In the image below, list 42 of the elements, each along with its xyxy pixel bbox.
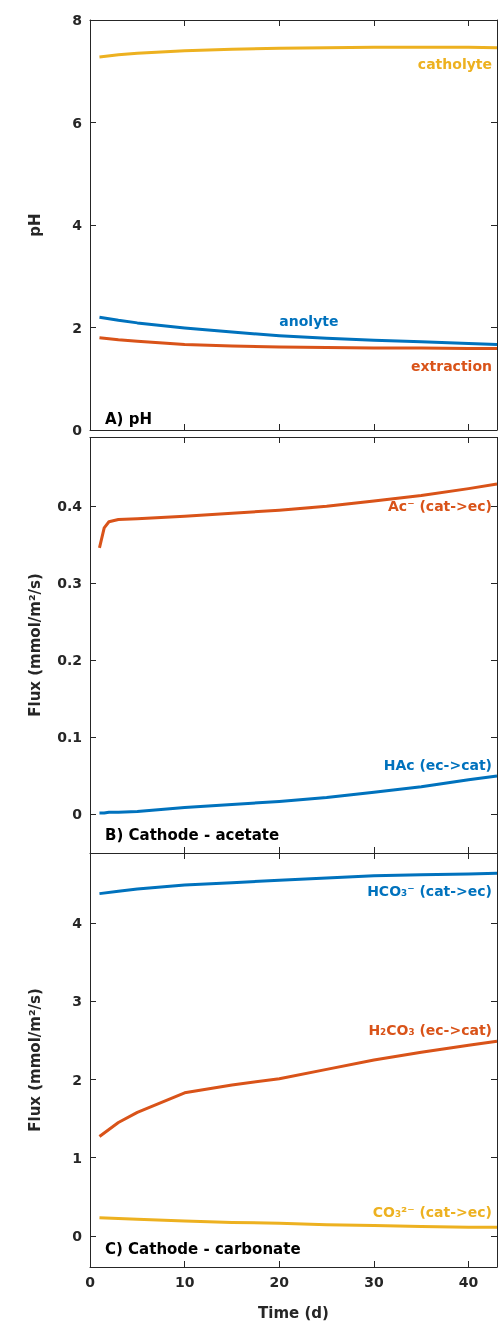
series-label: Ac⁻ (cat->ec) (388, 497, 492, 514)
line-series (97, 336, 499, 351)
line-series (97, 1039, 499, 1139)
x-tick-label: 20 (269, 1274, 290, 1290)
y-tick-label: 2 (72, 1071, 82, 1088)
y-tick-label: 0 (72, 806, 83, 823)
y-tick-label: 0 (72, 1227, 83, 1244)
line-series (97, 774, 499, 815)
series-label: HCO₃⁻ (cat->ec) (367, 883, 492, 900)
y-tick-label: 0.3 (57, 575, 82, 592)
series-label: extraction (411, 357, 492, 374)
series-label: H₂CO₃ (ec->cat) (368, 1022, 492, 1039)
text: A) pH (105, 409, 152, 428)
y-tick-label: 4 (72, 217, 83, 233)
line-series (97, 871, 499, 896)
y-tick-label: 0.2 (57, 652, 82, 669)
y-tick-label: 3 (72, 993, 82, 1010)
x-tick-label: 30 (364, 1274, 384, 1290)
line-series (97, 315, 499, 346)
line-series (97, 482, 499, 550)
series-label: HAc (ec->cat) (383, 756, 492, 773)
y-tick-label: 4 (72, 915, 83, 932)
y-tick-label: 0.4 (57, 498, 83, 515)
text: B) Cathode - acetate (105, 825, 280, 844)
x-tick-label: 40 (458, 1274, 479, 1290)
y-axis-title: Flux (mmol/m²/s) (25, 573, 44, 717)
y-tick-label: 0.1 (57, 729, 82, 746)
line-series (97, 45, 499, 59)
y-tick-label: 1 (72, 1149, 82, 1166)
series-label: anolyte (279, 312, 339, 329)
y-axis-title: Flux (mmol/m²/s) (25, 988, 44, 1132)
text: C) Cathode - carbonate (105, 1239, 301, 1258)
y-axis-title: pH (25, 213, 44, 237)
x-tick-label: 0 (85, 1274, 96, 1290)
y-tick-label: 0 (72, 422, 83, 438)
x-tick-label: 10 (174, 1274, 195, 1290)
y-tick-label: 8 (72, 12, 82, 28)
y-tick-label: 6 (72, 114, 82, 131)
series-label: CO₃²⁻ (cat->ec) (372, 1204, 492, 1221)
x-axis-title: Time (d) (258, 1303, 329, 1322)
series-label: catholyte (417, 56, 492, 73)
y-tick-label: 2 (72, 319, 82, 336)
